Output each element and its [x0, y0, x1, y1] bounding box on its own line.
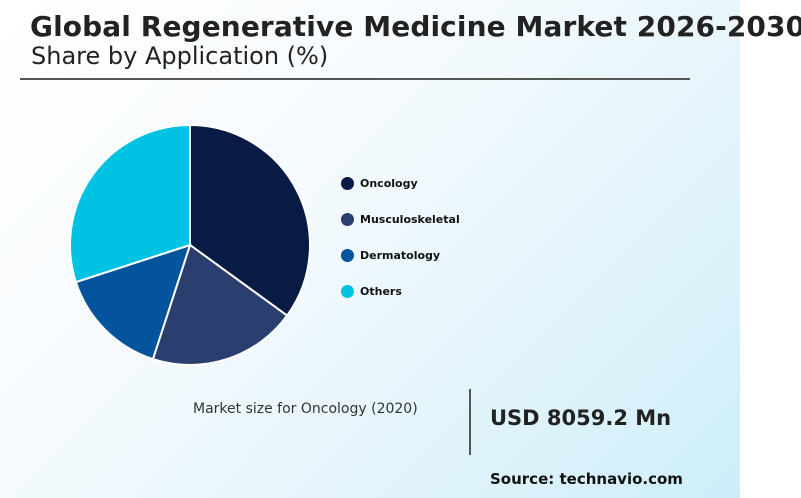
- chart-title: Global Regenerative Medicine Market 2026…: [30, 10, 801, 43]
- legend-label: Others: [360, 284, 402, 298]
- legend-marker: [341, 176, 354, 190]
- legend-item-dermatology: Dermatology: [341, 247, 460, 263]
- legend-marker: [341, 212, 354, 226]
- legend-item-musculoskeletal: Musculoskeletal: [341, 211, 460, 227]
- pie-slice-musculoskeletal: [151, 243, 289, 366]
- legend-marker: [341, 248, 354, 262]
- pie-slice-oncology: [189, 123, 311, 317]
- legend-label: Oncology: [360, 176, 418, 190]
- legend-label: Dermatology: [360, 248, 441, 262]
- pie-slice-others: [69, 123, 191, 284]
- source-credit: Source: technavio.com: [490, 470, 683, 488]
- legend-item-others: Others: [341, 283, 460, 299]
- kpi-divider: [469, 389, 471, 455]
- legend-item-oncology: Oncology: [341, 175, 460, 191]
- title-divider: [20, 78, 690, 80]
- kpi-value: USD 8059.2 Mn: [490, 406, 672, 430]
- legend-marker: [341, 284, 354, 298]
- kpi-label: Market size for Oncology (2020): [193, 401, 418, 417]
- legend-label: Musculoskeletal: [360, 212, 460, 226]
- chart-legend: Oncology Musculoskeletal Dermatology Others: [341, 175, 460, 319]
- chart-subtitle: Share by Application (%): [31, 42, 329, 70]
